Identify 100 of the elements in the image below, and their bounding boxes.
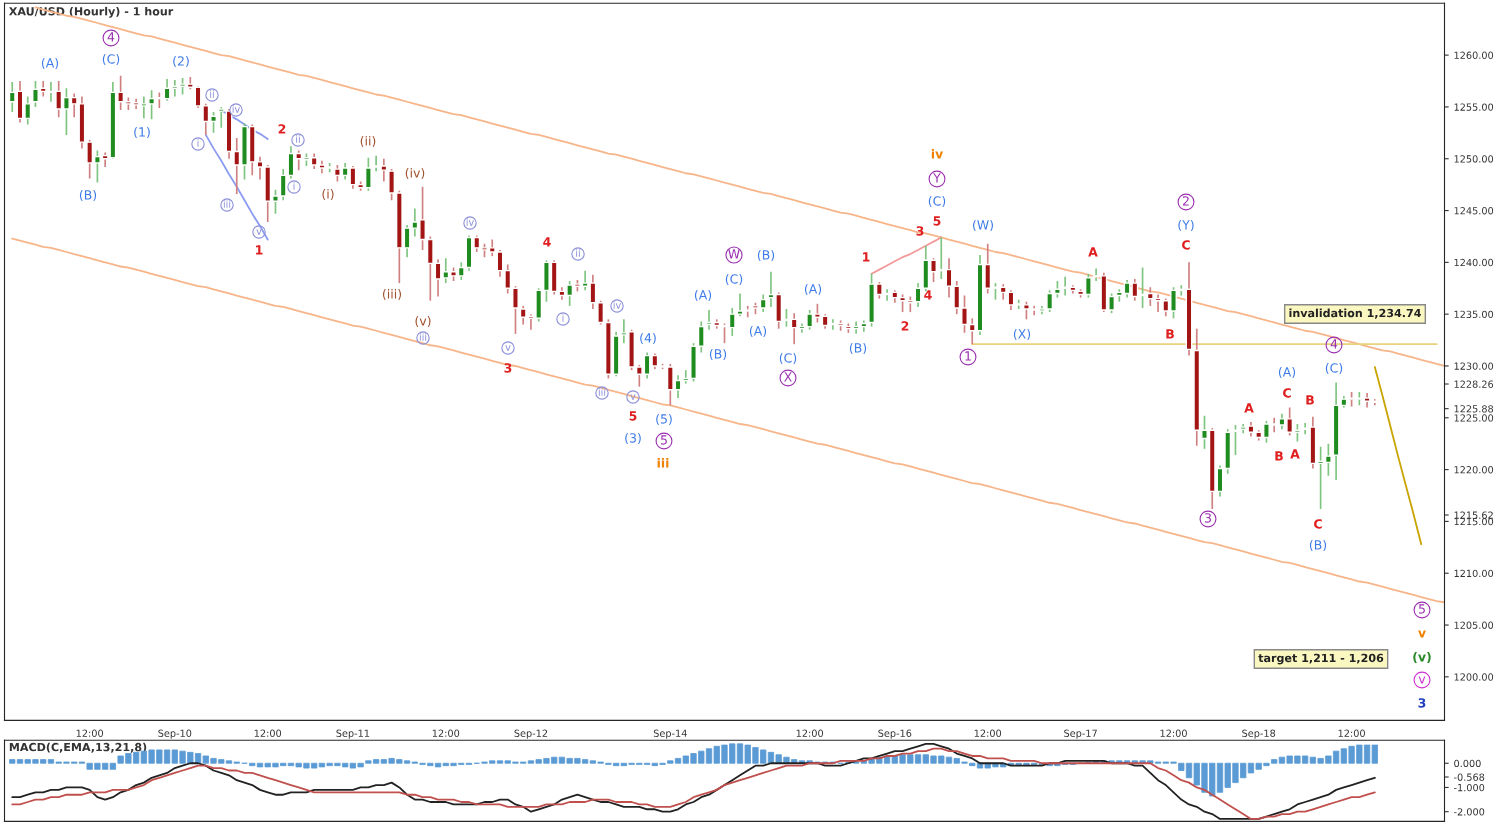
annotation: 1 [965,351,971,361]
annotation: (4) [640,332,656,345]
annotation: 5 [933,216,941,226]
annotation: C [1314,519,1322,529]
annotation: (B) [757,249,775,262]
x-tick-label: 12:00 [1338,729,1365,737]
annotation: (ii) [360,135,376,148]
y-tick-label: -2.000 [1454,808,1485,816]
y-tick-label: -1.000 [1454,783,1485,792]
annotation: X [784,372,792,382]
y-tick-label: 1225.88 [1454,405,1494,413]
annotation: 3 [504,363,512,373]
annotation: (5) [656,413,672,426]
y-tick-label: 1215.62 [1454,511,1493,519]
annotation: v [1418,676,1426,684]
annotation: (C) [725,273,743,286]
annotation: (C) [102,53,120,66]
annotation: 5 [629,411,637,421]
annotation: 2 [1182,196,1189,206]
annotation: (B) [79,189,97,202]
y-tick-label: 1220.00 [1454,466,1494,474]
annotation: ii [210,90,214,98]
annotation: (2) [173,55,189,68]
annotation: (X) [1013,328,1031,341]
annotation: iv [466,218,474,226]
x-tick-label: Sep-14 [653,729,687,739]
annotation: 3 [916,226,924,236]
annotation: iv [931,148,944,159]
annotation: W [728,249,740,259]
annotation: iii [419,333,427,341]
annotation: (C) [928,195,946,208]
annotation: ii [576,249,580,257]
y-tick-label: 1230.00 [1454,362,1494,370]
y-tick-label: 1240.00 [1454,258,1494,267]
annotation: iv [232,105,240,113]
annotation: (C) [1325,362,1343,375]
y-tick-label: -0.568 [1454,773,1485,781]
annotation: (A) [1278,366,1296,379]
y-tick-label: 1225.00 [1454,414,1494,422]
annotation: 4 [924,290,932,300]
annotation: 5 [1418,604,1425,614]
annotation: iv [613,301,621,309]
y-tick-label: 1205.00 [1454,621,1494,629]
annotation: (1) [134,126,150,139]
y-tick-label: 1245.00 [1454,207,1494,215]
annotation: A [1088,247,1098,257]
chart-title: MACD(C,EMA,13,21,8) [9,742,147,753]
annotation: v [256,229,262,235]
x-tick-label: 12:00 [974,729,1002,737]
annotation: 5 [660,435,667,445]
y-tick-label: 1250.00 [1454,155,1494,163]
y-tick-label: 0.000 [1454,759,1481,768]
annotation: (3) [625,432,641,445]
annotation: 1 [256,245,263,255]
annotation: (A) [749,325,767,338]
x-tick-label: Sep-16 [878,729,912,739]
y-tick-label: 1255.00 [1454,103,1494,111]
annotation: (v) [1413,651,1431,664]
annotation: 2 [278,124,286,134]
annotation: Y [933,173,941,183]
annotation: ii [296,135,300,143]
annotation: B [1275,451,1283,461]
x-tick-label: 12:00 [432,729,460,737]
y-tick-label: 1228.26 [1454,380,1494,388]
annotation: (iii) [382,288,402,301]
annotation: (W) [973,219,993,232]
annotation: 4 [107,32,115,42]
annotation: invalidation 1,234.74 [1289,308,1421,319]
annotation: A [1244,403,1254,413]
annotation: (A) [804,283,822,296]
y-tick-label: 1235.00 [1454,310,1494,318]
annotation: 3 [1418,698,1426,708]
annotation: v [1418,630,1426,638]
annotation: (A) [694,289,712,302]
annotation: (B) [709,348,727,361]
annotation: B [1306,395,1314,405]
x-tick-label: 12:00 [254,729,282,737]
annotation: A [1290,449,1300,459]
x-tick-label: Sep-18 [1242,729,1276,739]
annotation: (B) [849,342,867,355]
x-tick-label: 12:00 [1160,729,1187,737]
annotation: target 1,211 - 1,206 [1258,653,1384,665]
annotation: (A) [41,57,59,70]
x-tick-label: 12:00 [76,729,104,737]
annotation: iii [223,200,231,208]
annotation: (Y) [1178,219,1194,232]
x-tick-label: Sep-10 [158,729,192,739]
annotation: (B) [1309,539,1327,552]
annotation: 1 [863,252,870,262]
annotation: C [1283,388,1291,398]
annotation: B [1166,329,1174,339]
y-tick-label: 1200.00 [1454,673,1494,681]
annotation: (C) [779,352,797,365]
y-tick-label: 1215.00 [1454,517,1494,526]
x-tick-label: 12:00 [796,729,824,737]
y-tick-label: 1260.00 [1454,51,1494,59]
y-tick-label: 1210.00 [1454,569,1494,578]
annotation: iii [598,388,606,396]
x-tick-label: Sep-12 [514,729,548,739]
annotation: 4 [543,237,551,247]
